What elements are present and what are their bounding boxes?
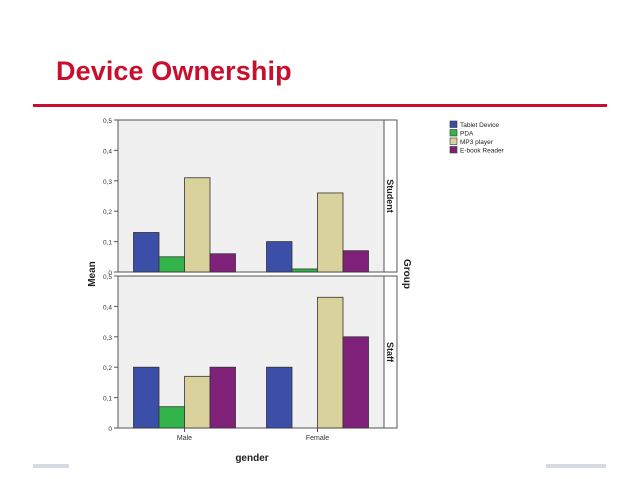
bar-e-book-reader [342,250,369,273]
bar-mp3-player [317,296,344,429]
panel-strip-label: Staff [385,342,395,363]
title-divider [33,104,607,107]
bar-pda [158,406,185,429]
footer-bar-right [546,464,606,468]
panel-strip-label: Student [385,179,395,213]
bar-e-book-reader [209,253,236,273]
slide-title: Device Ownership [56,56,292,86]
panel-staff: Staff 0 0,1 0,2 0,3 0,4 0,5 [103,274,398,433]
y-tick-label: 0,1 [103,396,112,403]
y-tick-label: 0,4 [103,148,112,155]
panel-student: Student 0 0,1 0,2 0,3 0,4 0,5 [103,118,398,277]
bar-mp3-player [184,177,211,273]
bar-e-book-reader [209,366,236,429]
legend-label: PDA [460,131,474,138]
y-tick-label: 0,4 [103,304,112,311]
bar-pda [291,268,318,273]
legend-label: E-book Reader [460,148,505,155]
y-tick-label: 0 [108,426,112,433]
legend-label: Tablet Device [460,122,499,129]
bar-tablet-device [266,241,293,273]
y-tick-label: 0,3 [103,335,112,342]
y-tick-label: 0,5 [103,274,112,281]
panel-strip [383,119,398,273]
chart-panels: Student 0 0,1 0,2 0,3 0,4 0,5 Staff 0 0,1 0,2 0,3 0,… [103,118,398,442]
bar-mp3-player [184,375,211,429]
x-tick-label: Male [177,435,192,442]
bar-e-book-reader [342,336,369,429]
footer-bar-left [33,464,69,468]
legend-swatch [449,120,458,128]
x-axis-label: gender [235,453,268,464]
y-tick-label: 0,2 [103,365,112,372]
bar-tablet-device [266,366,293,429]
bar-tablet-device [133,232,160,273]
legend-label: MP3 player [460,139,494,146]
bar-tablet-device [133,366,160,429]
panel-group-label: Group [401,259,412,289]
y-tick-label: 0,2 [103,209,112,216]
legend-swatch [449,129,458,137]
x-tick-label: Female [306,435,329,442]
legend-swatch [449,146,458,154]
y-axis-label: Mean [87,261,98,287]
y-tick-label: 0,3 [103,179,112,186]
bar-mp3-player [317,192,344,273]
y-tick-label: 0,1 [103,240,112,247]
y-tick-label: 0,5 [103,118,112,125]
legend-swatch [449,137,458,145]
panel-strip [383,275,398,429]
y-tick-label: 0 [108,270,112,277]
bar-pda [158,256,185,273]
